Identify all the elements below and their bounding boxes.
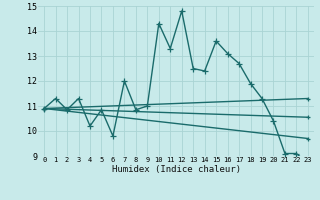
- X-axis label: Humidex (Indice chaleur): Humidex (Indice chaleur): [111, 165, 241, 174]
